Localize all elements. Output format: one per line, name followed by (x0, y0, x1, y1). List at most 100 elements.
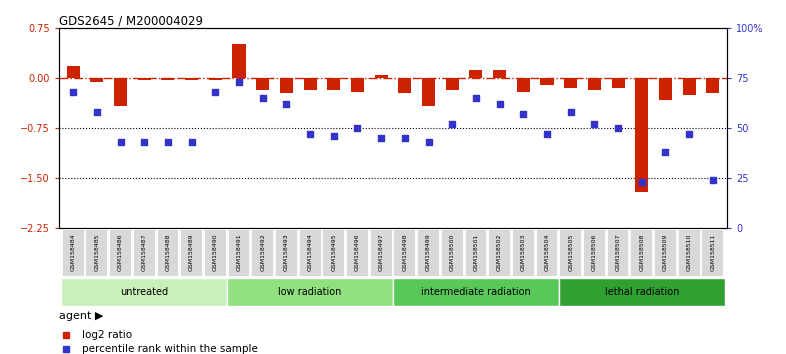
Bar (516, 78, 530, 92)
Bar (583, 229, 604, 276)
Text: GSM158507: GSM158507 (615, 234, 621, 271)
Bar (280, 78, 293, 93)
Bar (180, 229, 202, 276)
Point (162, 139, 174, 145)
Point (138, 139, 151, 145)
Point (375, 136, 387, 141)
Text: GSM158491: GSM158491 (237, 233, 241, 271)
Bar (630, 229, 652, 276)
Text: GSM158495: GSM158495 (331, 233, 336, 271)
Point (659, 149, 672, 155)
Text: GSM158499: GSM158499 (426, 233, 431, 271)
Text: GSM158498: GSM158498 (402, 233, 407, 271)
Bar (535, 229, 557, 276)
Point (564, 109, 577, 115)
Text: agent ▶: agent ▶ (59, 311, 103, 321)
Bar (399, 78, 411, 93)
Point (517, 112, 530, 117)
Point (185, 139, 198, 145)
Text: GSM158506: GSM158506 (592, 234, 597, 271)
Point (612, 126, 624, 131)
Text: GSM158496: GSM158496 (355, 233, 360, 271)
Bar (346, 229, 368, 276)
Bar (465, 229, 487, 276)
Bar (417, 229, 439, 276)
Bar (86, 229, 107, 276)
Text: GSM158488: GSM158488 (165, 234, 171, 271)
Bar (588, 78, 601, 90)
Bar (227, 278, 393, 306)
Point (399, 136, 411, 141)
Point (469, 96, 482, 101)
Point (233, 80, 245, 85)
Bar (156, 229, 178, 276)
Text: GSM158502: GSM158502 (497, 234, 502, 271)
Point (304, 131, 317, 137)
Bar (393, 278, 559, 306)
Text: untreated: untreated (120, 287, 168, 297)
Bar (275, 229, 297, 276)
Text: GSM158493: GSM158493 (284, 233, 289, 271)
Point (588, 121, 601, 127)
Bar (252, 229, 273, 276)
Bar (541, 78, 553, 85)
Bar (678, 229, 700, 276)
Bar (303, 78, 317, 90)
Bar (493, 70, 506, 78)
Point (635, 179, 648, 185)
Bar (654, 229, 676, 276)
Bar (394, 229, 415, 276)
Point (67, 90, 79, 95)
Bar (109, 229, 131, 276)
Bar (322, 229, 344, 276)
Point (422, 139, 435, 145)
Text: GDS2645 / M200004029: GDS2645 / M200004029 (59, 14, 203, 27)
Point (446, 121, 458, 127)
Bar (441, 229, 463, 276)
Bar (422, 78, 435, 106)
Point (280, 102, 292, 107)
Bar (446, 78, 459, 90)
Point (256, 96, 269, 101)
Bar (133, 229, 155, 276)
Text: GSM158500: GSM158500 (450, 234, 455, 271)
Bar (62, 229, 83, 276)
Text: GSM158492: GSM158492 (260, 233, 265, 271)
Bar (488, 229, 510, 276)
Point (494, 102, 506, 107)
Bar (114, 78, 127, 106)
Bar (512, 229, 534, 276)
Text: percentile rank within the sample: percentile rank within the sample (83, 344, 259, 354)
Text: log2 ratio: log2 ratio (83, 330, 133, 340)
Text: GSM158487: GSM158487 (141, 233, 147, 271)
Bar (375, 75, 387, 78)
Text: lethal radiation: lethal radiation (604, 287, 679, 297)
Text: GSM158511: GSM158511 (711, 234, 715, 271)
Text: GSM158505: GSM158505 (568, 234, 573, 271)
Bar (327, 78, 340, 90)
Text: GSM158489: GSM158489 (189, 233, 194, 271)
Text: GSM158490: GSM158490 (213, 233, 218, 271)
Bar (469, 70, 483, 78)
Point (114, 139, 127, 145)
Bar (61, 278, 227, 306)
Point (707, 177, 719, 183)
Bar (612, 78, 625, 88)
Bar (682, 78, 696, 95)
Point (351, 126, 364, 131)
Text: GSM158510: GSM158510 (687, 234, 692, 271)
Text: GSM158509: GSM158509 (663, 234, 668, 271)
Text: GSM158484: GSM158484 (71, 233, 75, 271)
Text: GSM158501: GSM158501 (473, 234, 479, 271)
Bar (299, 229, 321, 276)
Text: GSM158486: GSM158486 (118, 234, 123, 271)
Bar (67, 66, 79, 78)
Bar (185, 78, 198, 80)
Point (209, 90, 222, 95)
Text: GSM158494: GSM158494 (307, 233, 313, 271)
Bar (138, 78, 151, 80)
Text: intermediate radiation: intermediate radiation (421, 287, 531, 297)
Bar (90, 78, 104, 82)
Bar (351, 78, 364, 92)
Bar (701, 229, 723, 276)
